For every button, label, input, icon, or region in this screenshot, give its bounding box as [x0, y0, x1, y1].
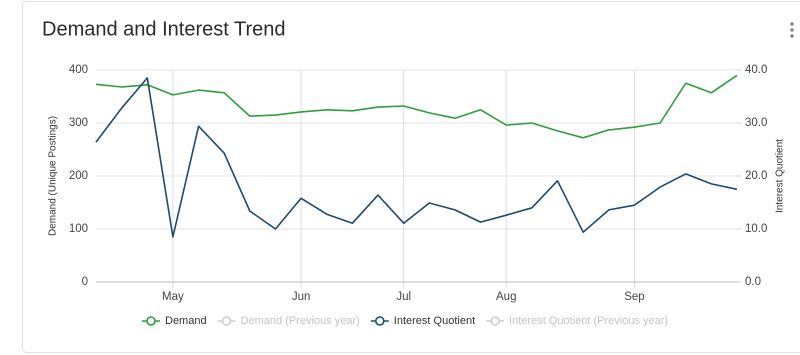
legend-marker [146, 316, 156, 326]
y-tick-label: 400 [69, 64, 88, 76]
line-series [95, 74, 738, 139]
y2-axis-title: Interest Quotient [775, 139, 786, 213]
y2-tick-label: 0.0 [745, 276, 761, 288]
menu-button[interactable] [790, 22, 794, 38]
legend-item[interactable]: Demand [165, 315, 207, 327]
y-tick-label: 100 [69, 223, 88, 235]
x-tick-label: May [162, 291, 184, 303]
legend-item[interactable]: Demand (Previous year) [241, 315, 360, 327]
legend-marker [221, 316, 232, 326]
y-tick-label: 300 [69, 117, 88, 129]
x-tick-label: Aug [496, 291, 516, 303]
line-series [95, 77, 738, 238]
card [22, 1, 800, 353]
x-tick-label: Jul [396, 291, 411, 303]
x-tick-label: Jun [292, 291, 311, 303]
x-tick-label: Sep [624, 291, 644, 303]
chart-title: Demand and Interest Trend [42, 18, 285, 40]
y-axis-title: Demand (Unique Postings) [48, 116, 59, 236]
y-tick-label: 200 [69, 170, 88, 182]
legend-item[interactable]: Interest Quotient (Previous year) [509, 315, 668, 327]
legend-marker [490, 316, 500, 326]
y2-tick-label: 20.0 [745, 170, 767, 182]
y2-tick-label: 30.0 [745, 117, 767, 129]
legend-marker [374, 316, 385, 326]
y2-tick-label: 10.0 [745, 223, 767, 235]
y-tick-label: 0 [82, 276, 88, 288]
y2-tick-label: 40.0 [745, 64, 767, 76]
legend-item[interactable]: Interest Quotient [394, 315, 475, 327]
